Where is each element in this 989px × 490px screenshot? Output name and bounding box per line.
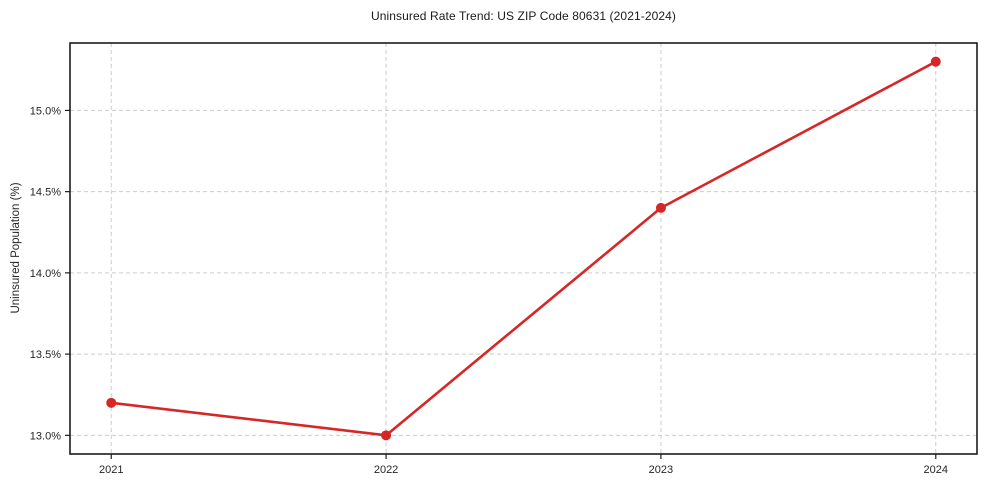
y-tick-label: 15.0% (30, 105, 61, 117)
y-tick-label: 14.5% (30, 187, 61, 199)
y-tick-label: 14.0% (30, 268, 61, 280)
x-tick-label: 2022 (374, 464, 398, 476)
chart-title: Uninsured Rate Trend: US ZIP Code 80631 … (370, 9, 677, 23)
data-point-marker (930, 56, 941, 67)
data-point-marker (106, 397, 117, 408)
x-tick-label: 2021 (99, 464, 123, 476)
data-point-marker (381, 430, 392, 441)
y-tick-label: 13.5% (30, 349, 61, 361)
trend-line (109, 60, 938, 437)
x-tick-label: 2024 (924, 464, 948, 476)
y-tick-label: 13.0% (30, 430, 61, 442)
x-tick-label: 2023 (649, 464, 673, 476)
data-point-marker (655, 202, 666, 213)
plot-border (69, 42, 978, 455)
